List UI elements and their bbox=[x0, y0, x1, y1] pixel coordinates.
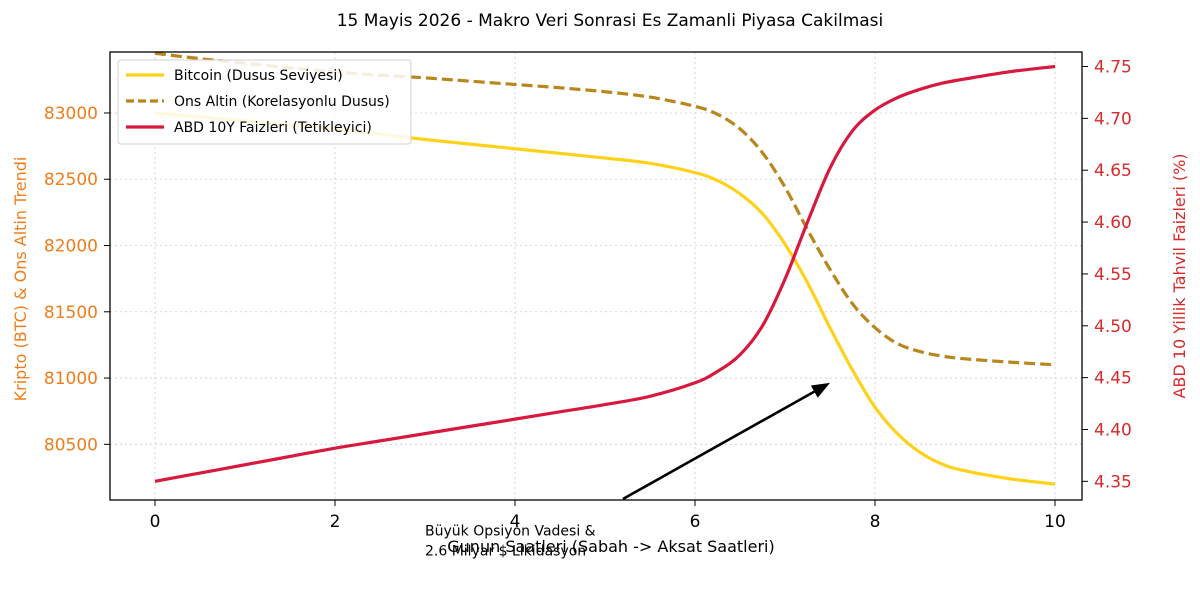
y-left-tick-label: 82000 bbox=[44, 237, 98, 257]
chart-title: 15 Mayis 2026 - Makro Veri Sonrasi Es Za… bbox=[337, 11, 884, 31]
x-axis: 0 2 4 6 8 10 bbox=[150, 500, 1066, 532]
series-line-1 bbox=[154, 111, 1056, 486]
y-right-tick-label: 4.40 bbox=[1094, 420, 1132, 440]
legend: Bitcoin (Dusus Seviyesi) Ons Altin (Korel… bbox=[117, 59, 412, 145]
x-tick-label: 8 bbox=[870, 512, 881, 532]
annotation-arrow-head bbox=[810, 382, 830, 398]
y-axis-right: 4.35 4.40 4.45 4.50 4.55 4.60 4.65 4.70 4.75 bbox=[1082, 58, 1132, 492]
x-tick-label: 6 bbox=[690, 512, 701, 532]
legend-label: Ons Altin (Korelasyonlu Dusus) bbox=[174, 94, 390, 110]
x-tick-label: 10 bbox=[1044, 512, 1066, 532]
y-left-tick-label: 83000 bbox=[44, 104, 98, 124]
y-axis-right-label: ABD 10 Yillik Tahvil Faizleri (%) bbox=[1170, 153, 1189, 398]
y-axis-left-label: Kripto (BTC) & Ons Altin Trendi bbox=[11, 157, 30, 402]
y-right-tick-label: 4.70 bbox=[1094, 109, 1132, 129]
y-left-tick-label: 81000 bbox=[44, 369, 98, 389]
annotation-arrow-shaft bbox=[622, 390, 815, 501]
y-right-tick-label: 4.65 bbox=[1094, 161, 1132, 181]
x-tick-label: 4 bbox=[510, 512, 521, 532]
x-tick-label: 2 bbox=[330, 512, 341, 532]
x-tick-label: 0 bbox=[150, 512, 161, 532]
series-line-3 bbox=[154, 64, 1056, 483]
y-right-tick-label: 4.35 bbox=[1094, 472, 1132, 492]
y-right-tick-label: 4.55 bbox=[1094, 265, 1132, 285]
y-left-tick-label: 80500 bbox=[44, 435, 98, 455]
y-right-tick-label: 4.45 bbox=[1094, 369, 1132, 389]
y-axis-left: 80500 81000 81500 82000 82500 83000 bbox=[44, 104, 110, 455]
x-axis-label: Gunun Saatleri (Sabah -> Aksat Saatleri) bbox=[447, 537, 774, 556]
y-right-tick-label: 4.60 bbox=[1094, 213, 1132, 233]
legend-box bbox=[117, 59, 412, 145]
y-left-tick-label: 82500 bbox=[44, 170, 98, 190]
legend-label: ABD 10Y Faizleri (Tetikleyici) bbox=[174, 120, 372, 136]
annotation-text-line: Büyük Opsiyon Vadesi & bbox=[425, 523, 596, 539]
plot-frame bbox=[109, 51, 1083, 501]
legend-label: Bitcoin (Dusus Seviyesi) bbox=[174, 68, 343, 84]
y-right-tick-label: 4.75 bbox=[1094, 58, 1132, 78]
annotation: Büyük Opsiyon Vadesi & 2.6 Milyar $ Likid… bbox=[425, 382, 830, 559]
annotation-text-line: 2.6 Milyar $ Likidasyon bbox=[425, 543, 586, 559]
y-right-tick-label: 4.50 bbox=[1094, 317, 1132, 337]
y-left-tick-label: 81500 bbox=[44, 303, 98, 323]
